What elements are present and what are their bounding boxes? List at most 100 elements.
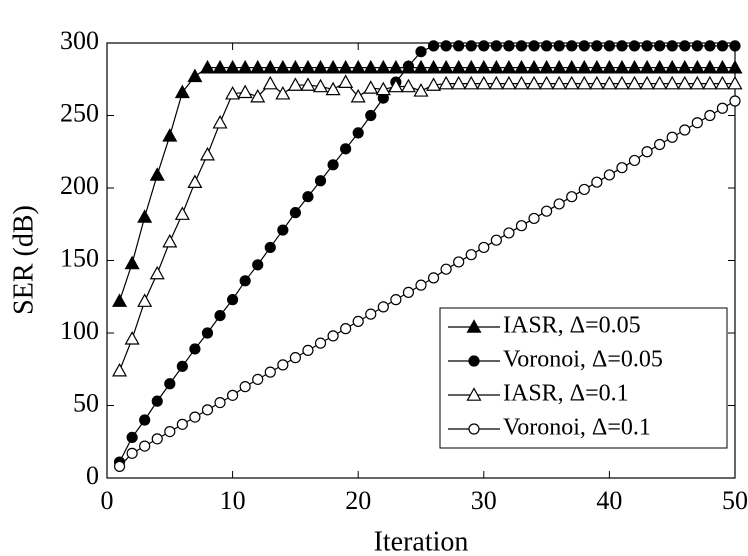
x-tick-label: 0: [101, 486, 114, 515]
data-point: [164, 426, 176, 438]
data-point: [591, 40, 603, 52]
data-point: [314, 175, 327, 187]
data-point: [325, 81, 341, 96]
data-point: [289, 207, 301, 219]
data-point: [388, 59, 404, 74]
data-point: [250, 59, 266, 74]
data-point: [476, 75, 492, 90]
data-point: [302, 191, 314, 203]
legend-label: IASR, Δ=0.1: [503, 381, 629, 407]
data-point: [365, 109, 377, 122]
data-point: [313, 78, 329, 93]
data-point: [275, 86, 291, 100]
data-point: [652, 75, 668, 90]
data-point: [137, 293, 153, 307]
data-point: [415, 46, 427, 58]
data-point: [576, 75, 592, 90]
data-point: [139, 414, 151, 426]
y-tick-label: 50: [73, 388, 99, 417]
data-point: [201, 327, 214, 339]
data-point: [526, 59, 542, 74]
data-point: [377, 301, 389, 313]
data-point: [702, 75, 718, 90]
data-point: [691, 40, 703, 52]
data-point: [212, 59, 228, 74]
data-point: [164, 378, 176, 390]
data-point: [729, 40, 741, 52]
data-point: [463, 59, 479, 74]
data-point: [287, 59, 303, 74]
data-point: [551, 59, 567, 74]
legend-marker: [466, 319, 482, 333]
data-point: [476, 59, 492, 74]
data-point: [174, 206, 190, 220]
data-point: [490, 40, 502, 52]
data-point: [438, 75, 454, 90]
data-point: [614, 59, 630, 74]
x-tick-label: 20: [345, 486, 371, 515]
data-point: [714, 75, 730, 90]
data-point: [540, 40, 553, 52]
legend-label: Voronoi, Δ=0.1: [503, 415, 651, 441]
data-point: [664, 59, 680, 74]
y-tick-label: 200: [60, 171, 99, 200]
data-point: [704, 40, 716, 52]
data-point: [601, 59, 617, 74]
data-point: [287, 77, 303, 91]
series-line: [118, 67, 735, 302]
legend-marker: [468, 423, 480, 435]
data-point: [327, 330, 339, 342]
data-point: [112, 293, 128, 307]
data-point: [453, 256, 465, 268]
data-point: [689, 75, 705, 90]
data-point: [340, 323, 352, 335]
data-point: [576, 59, 592, 74]
data-point: [162, 128, 178, 142]
data-point: [603, 169, 616, 181]
data-point: [465, 40, 477, 52]
data-point: [139, 440, 151, 452]
y-tick-label: 300: [60, 26, 99, 55]
legend-label: Voronoi, Δ=0.05: [503, 347, 663, 373]
data-point: [453, 40, 465, 52]
data-point: [176, 418, 188, 430]
data-point: [639, 75, 655, 90]
data-point: [289, 352, 301, 364]
data-point: [564, 59, 580, 74]
data-point: [553, 198, 565, 210]
data-point: [375, 59, 391, 74]
data-point: [338, 59, 354, 74]
data-point: [501, 75, 517, 90]
data-point: [176, 360, 188, 372]
data-point: [426, 59, 442, 74]
data-point: [275, 59, 291, 74]
x-axis-label: Iteration: [374, 526, 469, 556]
data-point: [214, 310, 226, 322]
data-point: [300, 59, 316, 74]
y-tick-label: 100: [60, 316, 99, 345]
data-point: [440, 263, 452, 275]
y-tick-label: 250: [60, 98, 99, 127]
legend-marker: [468, 355, 480, 367]
data-point: [716, 102, 729, 114]
data-point: [187, 68, 203, 83]
data-point: [503, 227, 515, 239]
data-point: [515, 220, 528, 232]
data-point: [199, 146, 215, 161]
data-point: [388, 78, 404, 93]
data-point: [501, 59, 517, 74]
data-point: [252, 373, 264, 385]
legend-marker: [466, 387, 482, 401]
data-point: [413, 59, 429, 74]
data-point: [239, 381, 251, 393]
data-point: [589, 75, 605, 90]
data-point: [390, 294, 402, 306]
data-point: [302, 344, 314, 356]
data-point: [352, 127, 364, 139]
data-point: [503, 40, 515, 52]
data-point: [679, 40, 691, 52]
data-point: [465, 249, 477, 261]
data-point: [277, 359, 289, 371]
